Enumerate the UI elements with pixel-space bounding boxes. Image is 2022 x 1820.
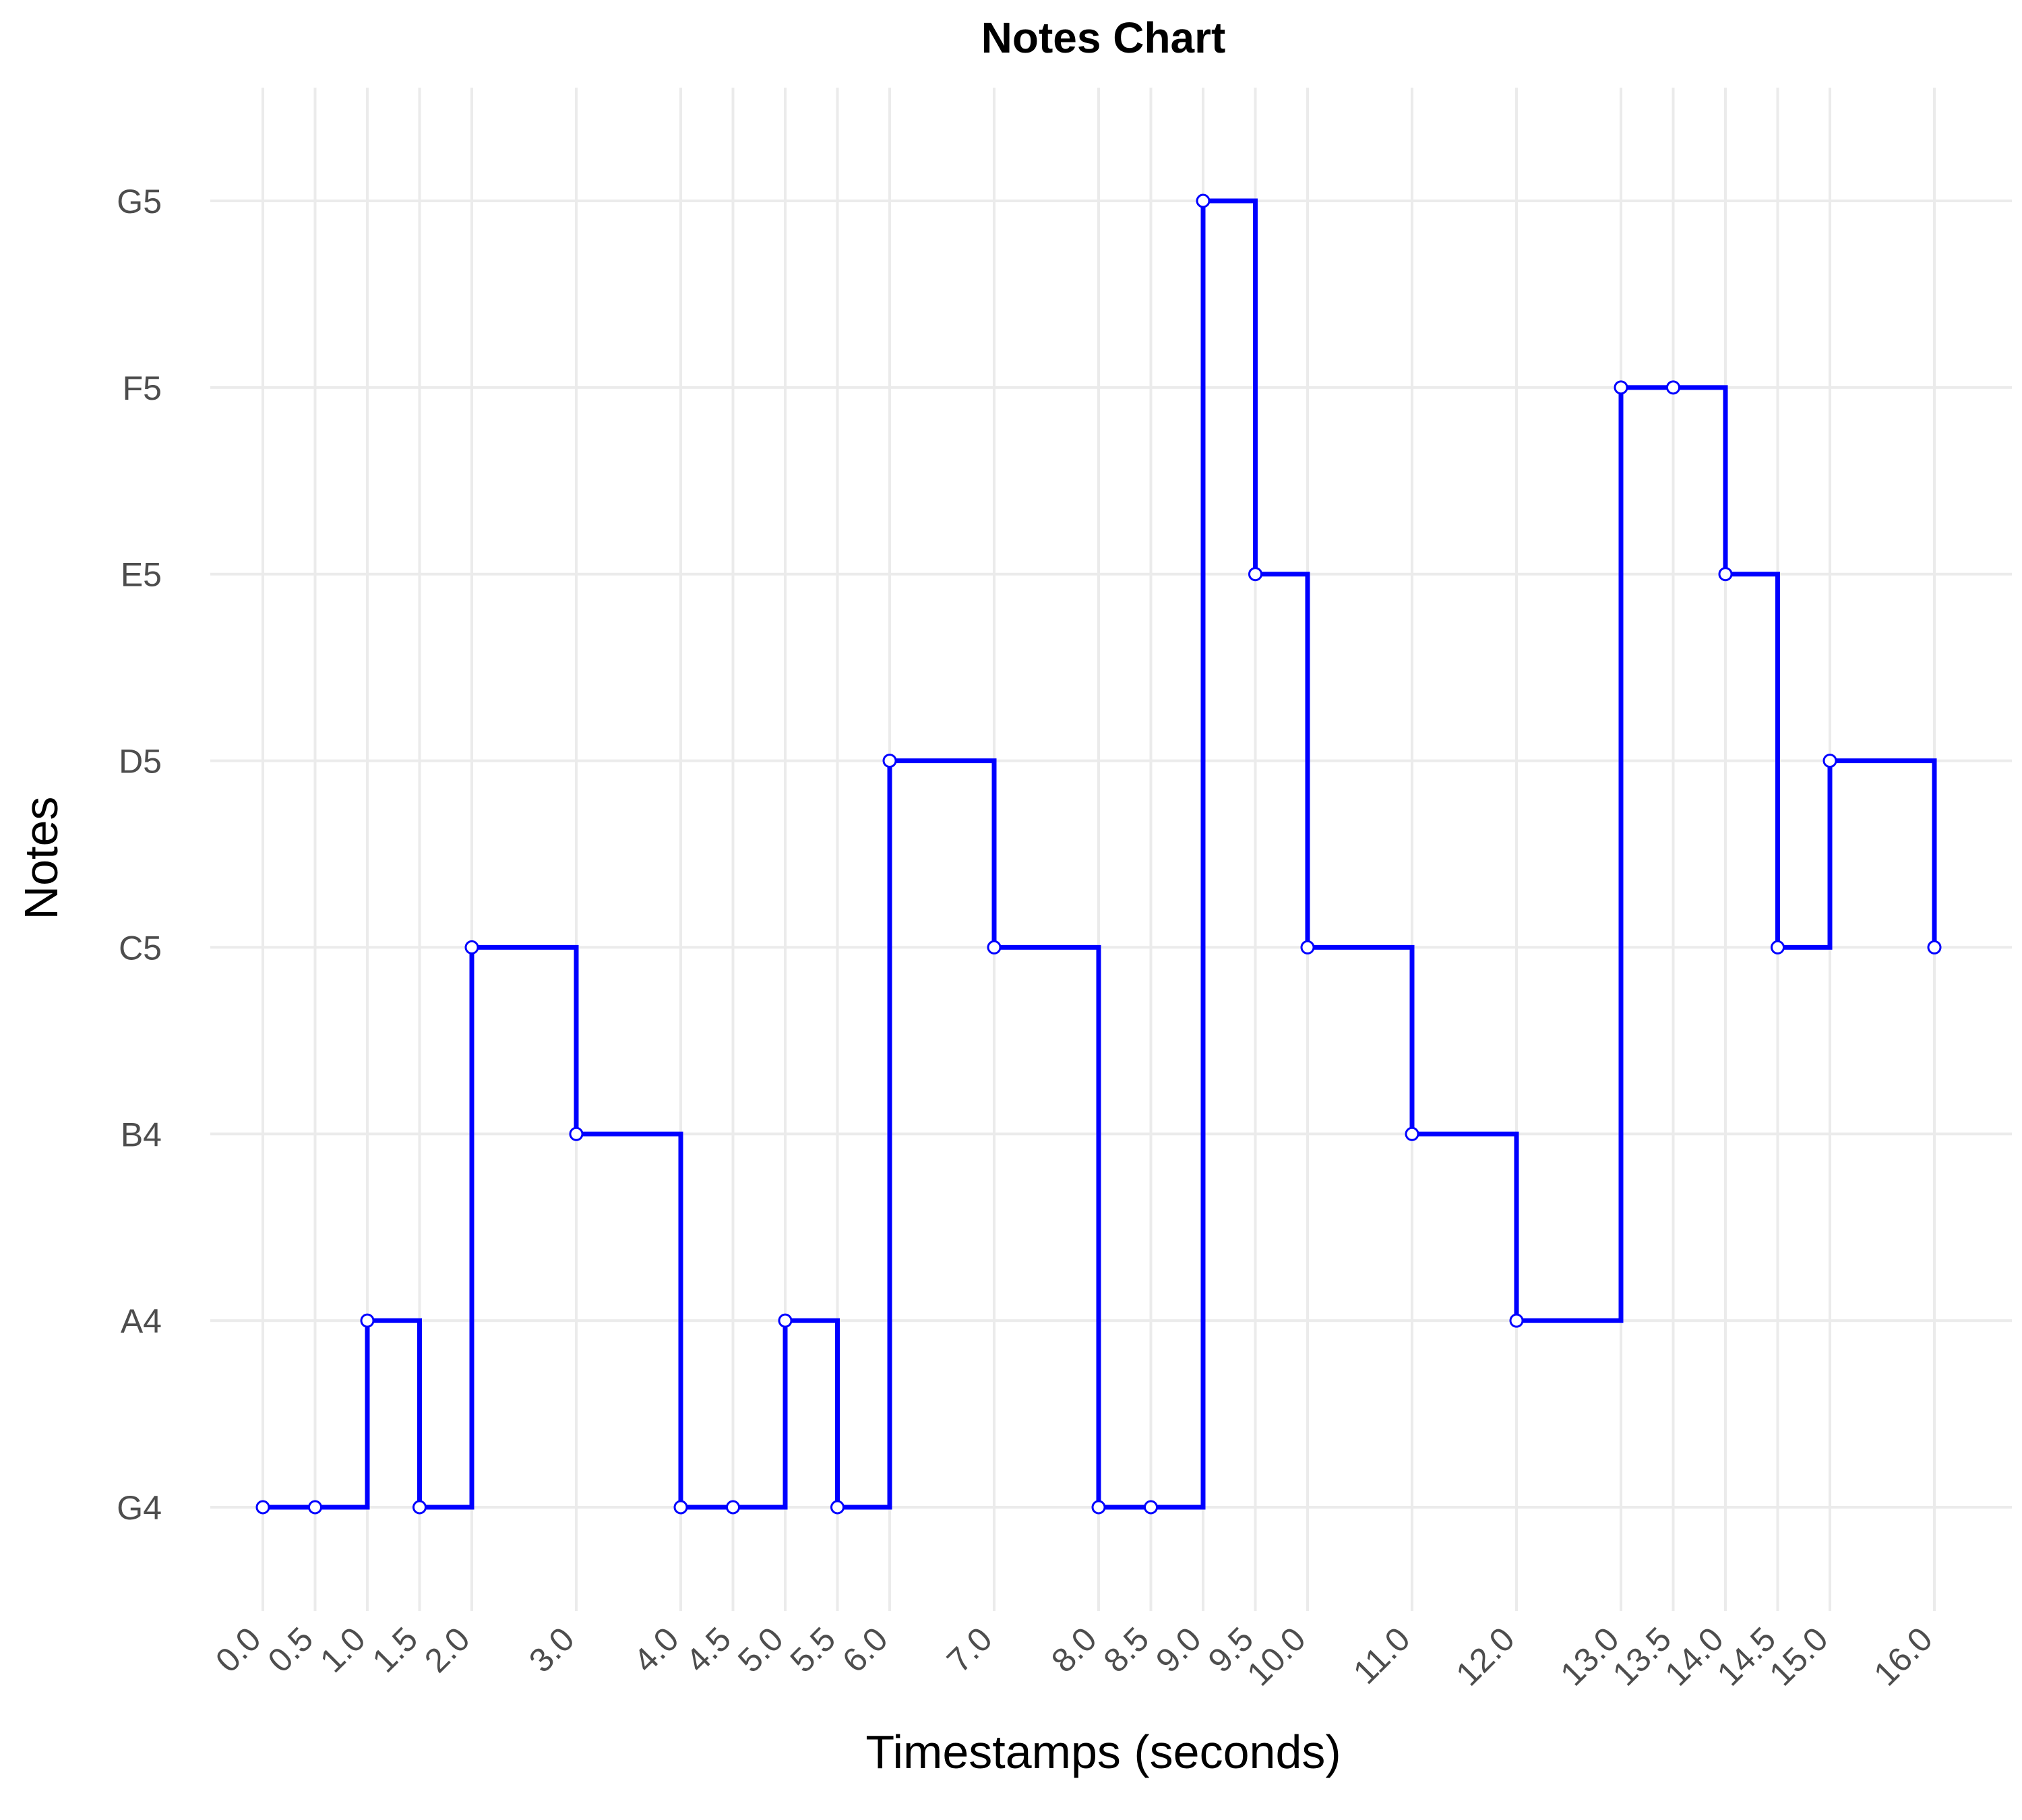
y-tick-label-D5: D5	[119, 743, 162, 781]
data-point	[1144, 1500, 1158, 1515]
y-tick-label-G5: G5	[117, 183, 162, 220]
data-point	[1300, 940, 1315, 954]
y-tick-label-G4: G4	[117, 1489, 162, 1527]
data-point	[882, 754, 897, 768]
data-point	[673, 1500, 688, 1515]
data-point	[1509, 1313, 1524, 1328]
data-point	[1196, 193, 1211, 208]
data-point	[1771, 940, 1785, 954]
data-point	[464, 940, 479, 954]
data-point	[987, 940, 1002, 954]
x-axis-title: Timestamps (seconds)	[865, 1726, 1341, 1778]
y-tick-label-A4: A4	[121, 1302, 162, 1340]
y-tick-label-E5: E5	[121, 556, 162, 594]
data-point	[1822, 754, 1837, 768]
data-point	[1248, 567, 1262, 582]
data-point	[255, 1500, 270, 1515]
y-tick-label-C5: C5	[119, 929, 162, 967]
data-point	[778, 1313, 793, 1328]
y-tick-label-B4: B4	[121, 1116, 162, 1153]
y-axis-title: Notes	[15, 797, 67, 920]
data-point	[1718, 567, 1733, 582]
y-tick-labels: G4 A4 B4 C5 D5 E5 F5 G5	[117, 183, 162, 1527]
data-point	[308, 1500, 322, 1515]
data-point	[412, 1500, 427, 1515]
data-point	[1927, 940, 1942, 954]
series-layer	[255, 193, 1942, 1515]
data-point	[1091, 1500, 1106, 1515]
y-tick-label-F5: F5	[123, 369, 162, 407]
data-point	[830, 1500, 845, 1515]
data-point	[1666, 380, 1680, 395]
data-point	[1405, 1126, 1419, 1141]
data-point	[726, 1500, 740, 1515]
data-point	[569, 1126, 584, 1141]
data-point	[1614, 380, 1628, 395]
chart-title: Notes Chart	[981, 13, 1226, 62]
data-point	[360, 1313, 375, 1328]
